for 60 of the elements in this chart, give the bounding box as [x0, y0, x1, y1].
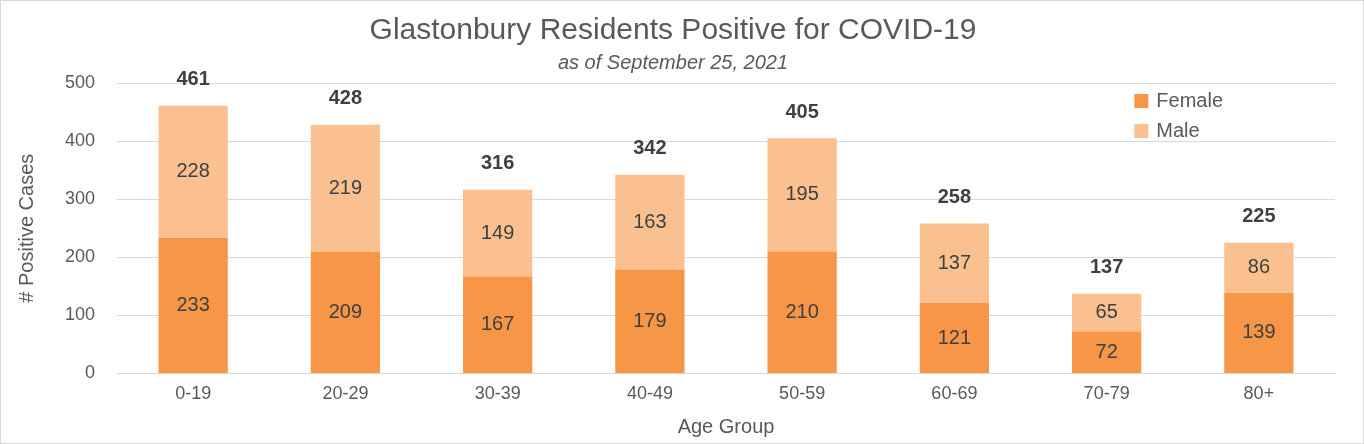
data-label: 137 — [937, 250, 972, 273]
y-tick-label: 400 — [64, 130, 96, 151]
data-label: 72 — [1095, 339, 1118, 362]
data-label: 233 — [176, 293, 210, 315]
bar — [919, 303, 990, 373]
data-label: 219 — [328, 175, 363, 198]
bar — [919, 223, 990, 304]
data-label: 139 — [1242, 320, 1276, 343]
bar — [767, 138, 837, 252]
x-axis-title: Age Group — [677, 414, 775, 437]
bar — [1071, 293, 1142, 332]
total-label: 137 — [1089, 255, 1124, 278]
bar — [158, 105, 228, 239]
x-tick-label: 50-59 — [779, 383, 826, 404]
total-label: 342 — [633, 136, 667, 159]
x-tick-label: 60-69 — [931, 383, 978, 404]
y-tick-label: 300 — [64, 188, 96, 209]
x-tick-label: 40-49 — [626, 383, 673, 404]
y-tick-label: 200 — [64, 246, 96, 267]
bar — [1224, 242, 1294, 293]
x-tick-label: 30-39 — [474, 383, 521, 404]
chart-subtitle: as of September 25, 2021 — [557, 50, 789, 73]
x-tick-label: 20-29 — [322, 383, 369, 404]
data-label: 210 — [785, 299, 819, 322]
y-tick-label: 0 — [85, 362, 96, 383]
chart-title: Glastonbury Residents Positive for COVID-19 — [369, 12, 977, 46]
x-tick-label: 80+ — [1243, 383, 1275, 404]
total-label: 316 — [480, 151, 515, 174]
x-tick-label: 0-19 — [175, 383, 212, 404]
total-label: 225 — [1242, 204, 1276, 227]
bar — [767, 251, 837, 373]
y-axis-title: # Positive Cases — [14, 153, 37, 303]
x-tick-label: 70-79 — [1083, 383, 1130, 404]
bar — [310, 124, 381, 253]
legend-label: Female — [1156, 88, 1224, 111]
bar — [310, 252, 381, 373]
y-tick-label: 500 — [64, 71, 96, 92]
data-label: 209 — [328, 299, 363, 322]
data-label: 195 — [785, 182, 819, 205]
total-label: 428 — [328, 86, 363, 109]
bar — [615, 174, 685, 270]
bar — [1224, 292, 1294, 373]
bar — [463, 189, 533, 277]
bar — [615, 269, 685, 373]
data-label: 149 — [480, 220, 515, 243]
bar — [463, 276, 533, 373]
total-label: 405 — [785, 99, 819, 122]
y-tick-label: 100 — [64, 304, 96, 325]
total-label: 258 — [937, 185, 972, 208]
data-label: 86 — [1247, 255, 1270, 278]
data-label: 167 — [480, 312, 515, 335]
data-label: 228 — [176, 159, 210, 182]
legend-label: Male — [1156, 118, 1200, 141]
data-label: 65 — [1095, 300, 1118, 323]
data-label: 121 — [937, 325, 972, 348]
data-label: 179 — [633, 308, 667, 331]
bar — [1071, 331, 1142, 373]
bar — [158, 238, 228, 373]
total-label: 461 — [176, 67, 210, 90]
data-label: 163 — [633, 209, 667, 232]
